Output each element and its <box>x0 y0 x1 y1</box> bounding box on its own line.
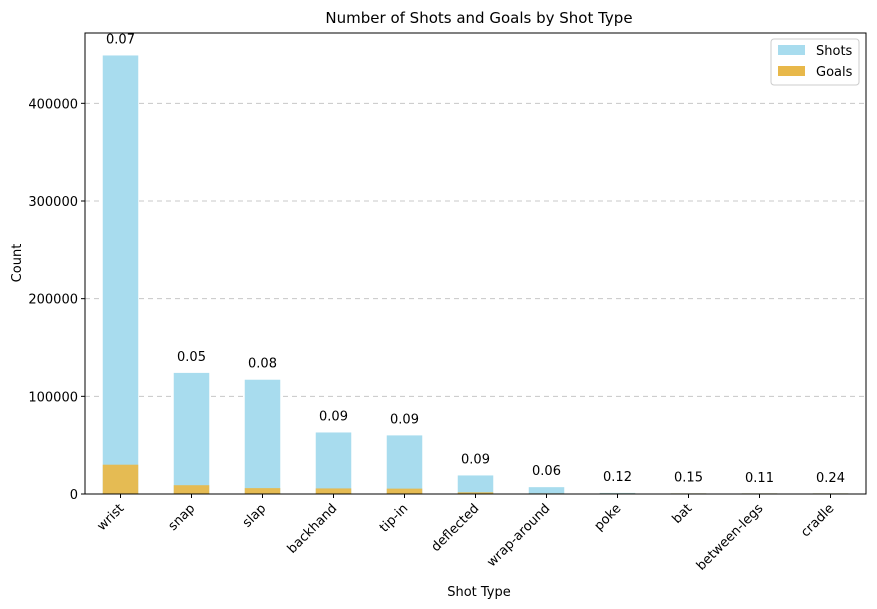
bars <box>102 55 849 494</box>
x-axis-title: Shot Type <box>447 585 511 600</box>
y-tick-label: 0 <box>70 488 78 503</box>
data-label: 0.15 <box>674 470 703 485</box>
bar-goals <box>244 488 281 494</box>
data-label: 0.08 <box>248 357 277 372</box>
bar-shots <box>457 475 494 494</box>
data-label: 0.09 <box>461 452 490 467</box>
y-axis-title: Count <box>10 244 25 283</box>
x-tick-label: snap <box>166 501 199 534</box>
y-tick-label: 100000 <box>28 390 78 405</box>
bar-shots <box>244 379 281 494</box>
bar-goals <box>173 485 210 494</box>
data-label: 0.24 <box>816 471 845 486</box>
chart-title: Number of Shots and Goals by Shot Type <box>325 9 632 27</box>
data-label: 0.07 <box>106 32 135 47</box>
data-label: 0.05 <box>177 350 206 365</box>
y-tick-label: 300000 <box>28 195 78 210</box>
x-tick-label: wrap-around <box>484 501 553 570</box>
y-tick-label: 400000 <box>28 97 78 112</box>
y-tick-label: 200000 <box>28 293 78 308</box>
x-tick-label: backhand <box>285 501 341 557</box>
x-tick-label: between-legs <box>694 501 767 574</box>
data-label: 0.09 <box>319 409 348 424</box>
x-tick-label: slap <box>240 501 269 530</box>
x-tick-label: tip-in <box>377 501 411 535</box>
bar-goals <box>315 488 352 494</box>
bar-shots <box>173 372 210 494</box>
bar-shots <box>386 435 423 494</box>
bar-shots <box>528 487 565 494</box>
data-label: 0.09 <box>390 412 419 427</box>
legend-swatch-goals <box>778 66 805 76</box>
data-label: 0.12 <box>603 470 632 485</box>
bar-shots <box>315 432 352 494</box>
x-tick-label: poke <box>592 501 625 534</box>
grid <box>85 102 866 397</box>
legend-swatch-shots <box>778 45 805 55</box>
legend-label-goals: Goals <box>816 65 853 80</box>
bar-goals <box>102 464 139 494</box>
x-tick-label: cradle <box>798 501 837 540</box>
data-label: 0.11 <box>745 471 774 486</box>
bar-goals <box>457 492 494 494</box>
data-label: 0.06 <box>532 464 561 479</box>
x-tick-label: deflected <box>429 501 483 555</box>
x-tick-label: bat <box>670 501 696 527</box>
legend-label-shots: Shots <box>816 44 853 59</box>
bar-shots <box>102 55 139 494</box>
bar-goals <box>386 488 423 494</box>
x-tick-label: wrist <box>94 501 127 534</box>
data-labels: 0.07 0.05 0.08 0.09 0.09 0.09 0.06 0.12 0.15 0.11… <box>106 32 845 485</box>
legend: Shots Goals <box>770 38 860 86</box>
